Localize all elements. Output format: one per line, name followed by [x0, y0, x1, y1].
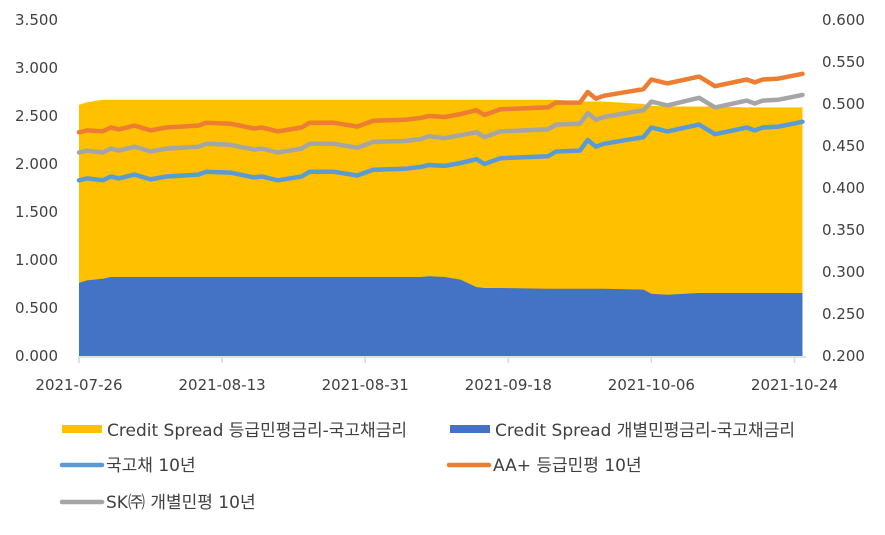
x-axis: 2021-07-26 2021-08-13 2021-08-31 2021-09-18…: [35, 357, 838, 394]
right-y-tick-label: 0.300: [822, 263, 865, 281]
legend: Credit Spread 등급민평금리-국고채금리 Credit Spread…: [59, 421, 795, 513]
left-y-tick-label: 3.500: [15, 11, 58, 29]
left-y-tick-label: 0.500: [15, 299, 58, 317]
right-y-tick-label: 0.500: [822, 95, 865, 113]
right-y-tick-label: 0.350: [822, 221, 865, 239]
left-y-tick-label: 3.000: [15, 59, 58, 77]
line-layer: [76, 71, 805, 183]
right-y-tick-label: 0.400: [822, 179, 865, 197]
line-series-2: [76, 119, 805, 183]
legend-label-sk-10y: SK㈜ 개별민평 10년: [106, 493, 256, 513]
left-y-tick-label: 0.000: [15, 347, 58, 365]
left-y-tick-label: 1.500: [15, 203, 58, 221]
right-y-tick-label: 0.550: [822, 53, 865, 71]
x-tick-label: 2021-08-31: [322, 376, 409, 394]
x-tick-label: 2021-08-13: [179, 376, 266, 394]
x-tick-label: 2021-10-24: [751, 376, 838, 394]
area-series-1: [79, 276, 803, 356]
line-series-4: [76, 92, 805, 155]
legend-swatch-individual-spread: [450, 425, 490, 433]
x-tick-label: 2021-09-18: [465, 376, 552, 394]
legend-label-aa-plus-10y: AA+ 등급민평 10년: [493, 456, 642, 476]
left-y-axis: 0.000 0.500 1.000 1.500 2.000 2.500 3.000 3.500: [15, 11, 58, 365]
legend-label-govt-10y: 국고채 10년: [106, 456, 196, 476]
area-layer: [79, 99, 803, 357]
legend-swatch-grade-spread: [62, 425, 102, 433]
right-y-tick-label: 0.200: [822, 347, 865, 365]
left-y-tick-label: 1.000: [15, 251, 58, 269]
legend-label-grade-spread: Credit Spread 등급민평금리-국고채금리: [107, 421, 407, 441]
right-y-tick-label: 0.250: [822, 305, 865, 323]
left-y-tick-label: 2.500: [15, 107, 58, 125]
legend-label-individual-spread: Credit Spread 개별민평금리-국고채금리: [495, 421, 795, 441]
line-series-3: [76, 71, 805, 135]
right-y-tick-label: 0.450: [822, 137, 865, 155]
right-y-tick-label: 0.600: [822, 11, 865, 29]
x-tick-label: 2021-07-26: [35, 376, 122, 394]
x-tick-label: 2021-10-06: [608, 376, 695, 394]
right-y-axis: 0.200 0.250 0.300 0.350 0.400 0.450 0.500 0.550…: [822, 11, 865, 365]
left-y-tick-label: 2.000: [15, 155, 58, 173]
